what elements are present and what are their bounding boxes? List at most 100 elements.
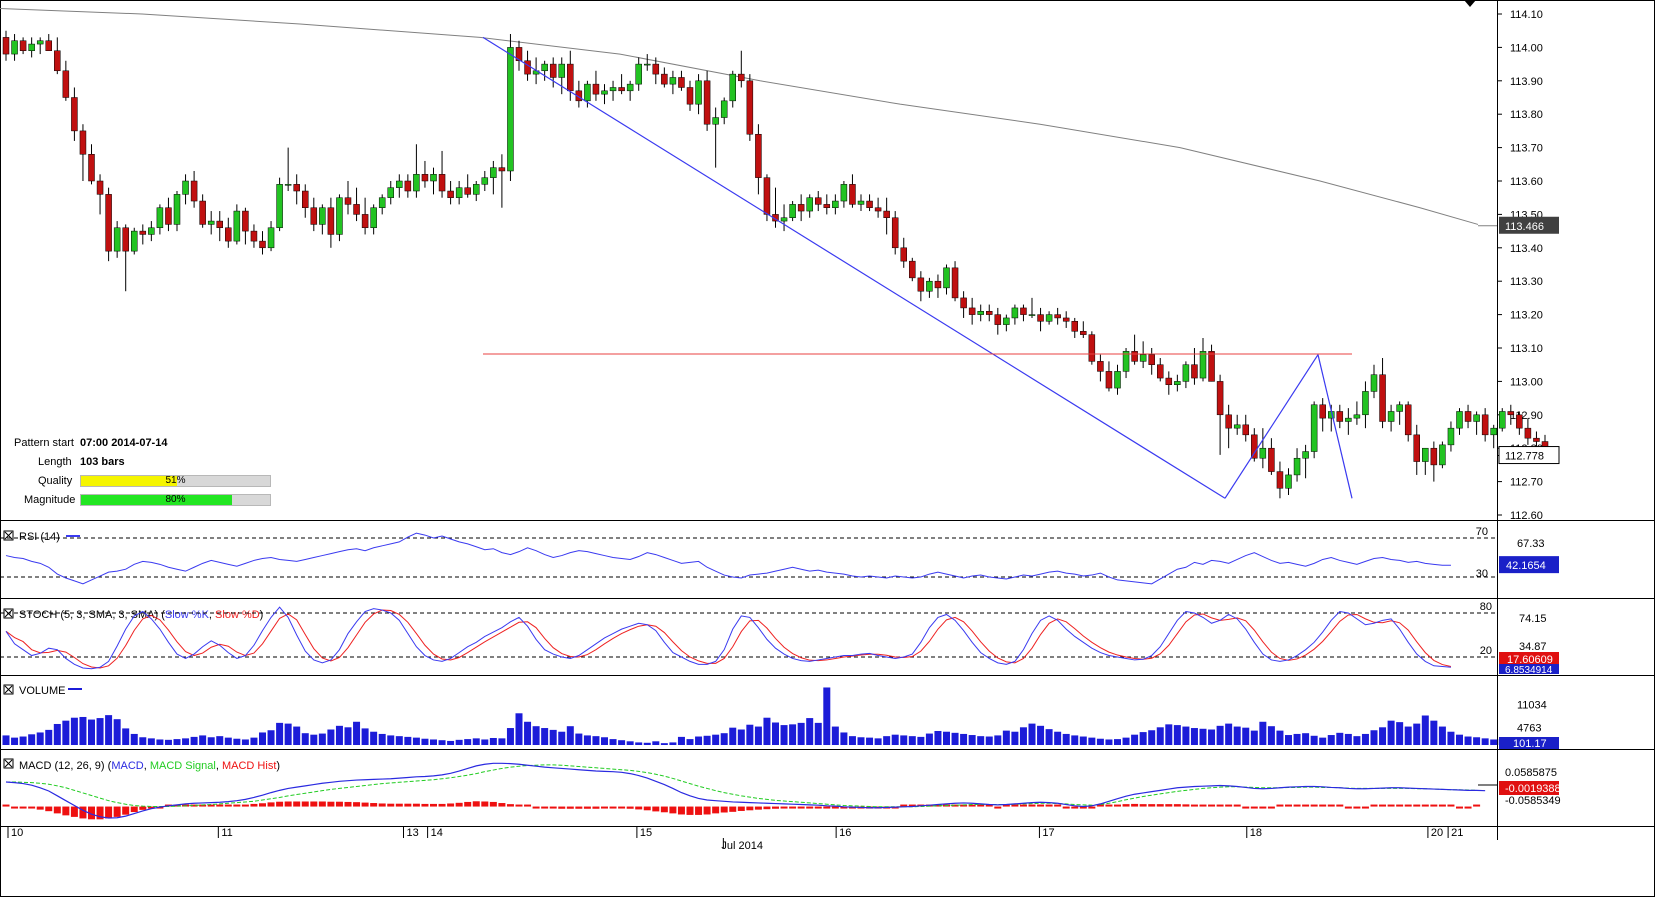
candle-up xyxy=(1370,374,1378,392)
candle-up xyxy=(113,227,121,252)
candle-up xyxy=(396,180,403,188)
candle-down xyxy=(968,307,976,315)
macd-hist-bar xyxy=(1071,806,1079,809)
rsi-value-box xyxy=(1499,556,1559,574)
candle-down xyxy=(1208,351,1215,382)
macd-hist-bar xyxy=(498,803,506,807)
macd-tick-label: -0.0585349 xyxy=(1505,795,1561,807)
macd-hist-bar xyxy=(1096,804,1104,807)
candle-up xyxy=(284,184,292,186)
volume-bar xyxy=(344,727,352,745)
volume-bar xyxy=(156,739,164,745)
volume-bar xyxy=(583,735,591,745)
x-tick-label: 11 xyxy=(221,827,232,839)
macd-hist-bar xyxy=(583,806,591,809)
macd-hist-bar xyxy=(1148,804,1156,807)
macd-hist-bar xyxy=(1233,804,1241,807)
volume-bar xyxy=(1165,724,1173,745)
candle-down xyxy=(746,80,754,135)
macd-hist-bar xyxy=(1319,804,1327,807)
macd-hist-bar xyxy=(11,806,19,809)
candle-up xyxy=(1456,411,1463,429)
volume-bar xyxy=(609,739,617,745)
macd-hist-bar xyxy=(840,806,848,809)
x-tick-label: 15 xyxy=(640,827,652,839)
candle-down xyxy=(293,184,300,192)
macd-hist-bar xyxy=(1088,806,1096,809)
volume-bar xyxy=(1404,726,1412,745)
volume-title: VOLUME xyxy=(19,685,65,697)
candle-down xyxy=(242,210,249,232)
volume-bar xyxy=(1011,731,1019,745)
candle-down xyxy=(105,194,112,252)
candle-up xyxy=(1362,391,1369,416)
candle-down xyxy=(883,210,890,218)
pattern-length-label: Length xyxy=(38,456,72,468)
rsi-level-label: 30 xyxy=(1476,568,1488,580)
macd-hist-bar xyxy=(1421,804,1429,807)
volume-bar xyxy=(267,730,275,745)
macd-hist-bar xyxy=(284,801,292,807)
macd-hist-bar xyxy=(908,804,916,807)
candle-down xyxy=(216,220,223,229)
macd-hist-bar xyxy=(1242,806,1250,809)
candle-up xyxy=(1199,351,1207,379)
macd-hist-bar xyxy=(2,804,10,807)
price-tick-label: 112.70 xyxy=(1510,477,1543,489)
volume-bar xyxy=(772,722,779,745)
candle-down xyxy=(1054,314,1061,319)
candle-down xyxy=(2,37,10,55)
candle-down xyxy=(1105,371,1113,389)
macd-hist-bar xyxy=(28,806,36,809)
pattern-start-value: 07:00 2014-07-14 xyxy=(80,437,168,449)
volume-bar xyxy=(53,723,61,745)
volume-bar xyxy=(994,735,1002,745)
macd-hist-bar xyxy=(831,806,839,809)
macd-hist-bar xyxy=(737,806,745,811)
volume-bar xyxy=(1182,726,1190,745)
candle-up xyxy=(276,184,283,229)
macd-hist-bar xyxy=(301,801,309,807)
candle-down xyxy=(79,130,87,155)
volume-bar xyxy=(139,737,147,745)
candle-down xyxy=(960,297,967,309)
volume-bar xyxy=(643,742,651,745)
candle-down xyxy=(797,204,805,212)
volume-bar xyxy=(1002,730,1010,745)
macd-hist-bar xyxy=(36,806,44,810)
quality-bar: 51% xyxy=(80,475,271,487)
macd-hist-bar xyxy=(62,806,70,816)
macd-hist-bar xyxy=(1396,804,1404,807)
macd-legend-main: MACD xyxy=(111,760,143,772)
candle-up xyxy=(1045,314,1053,322)
macd-hist-bar xyxy=(421,803,429,807)
macd-hist-bar xyxy=(1182,804,1190,807)
x-tick-label: 13 xyxy=(407,827,419,839)
macd-hist-bar xyxy=(96,806,104,820)
stoch-tick-label: 74.15 xyxy=(1519,613,1547,625)
volume-bar xyxy=(968,735,976,745)
macd-hist-bar xyxy=(652,806,660,812)
candle-down xyxy=(618,87,625,92)
volume-bar xyxy=(549,729,557,745)
macd-hist-bar xyxy=(139,806,147,810)
magnitude-bar: 80% xyxy=(80,494,271,506)
candle-down xyxy=(763,177,771,215)
macd-hist-bar xyxy=(199,804,207,807)
price-tick-label: 113.70 xyxy=(1510,143,1543,155)
volume-bar xyxy=(327,729,335,745)
volume-bar xyxy=(1344,733,1352,745)
macd-value-box xyxy=(1499,781,1559,795)
candle-down xyxy=(1516,414,1523,429)
volume-bar xyxy=(943,731,950,745)
pattern-info-panel: Pattern start 07:00 2014-07-14 Length 10… xyxy=(14,437,284,517)
volume-bar xyxy=(395,736,403,745)
candle-down xyxy=(849,184,856,205)
volume-bar xyxy=(430,739,437,745)
candle-down xyxy=(934,280,942,289)
volume-bar xyxy=(618,740,626,745)
candle-down xyxy=(447,190,454,198)
volume-bar xyxy=(113,719,121,745)
macd-value-text: -0.0019388 xyxy=(1505,783,1561,795)
